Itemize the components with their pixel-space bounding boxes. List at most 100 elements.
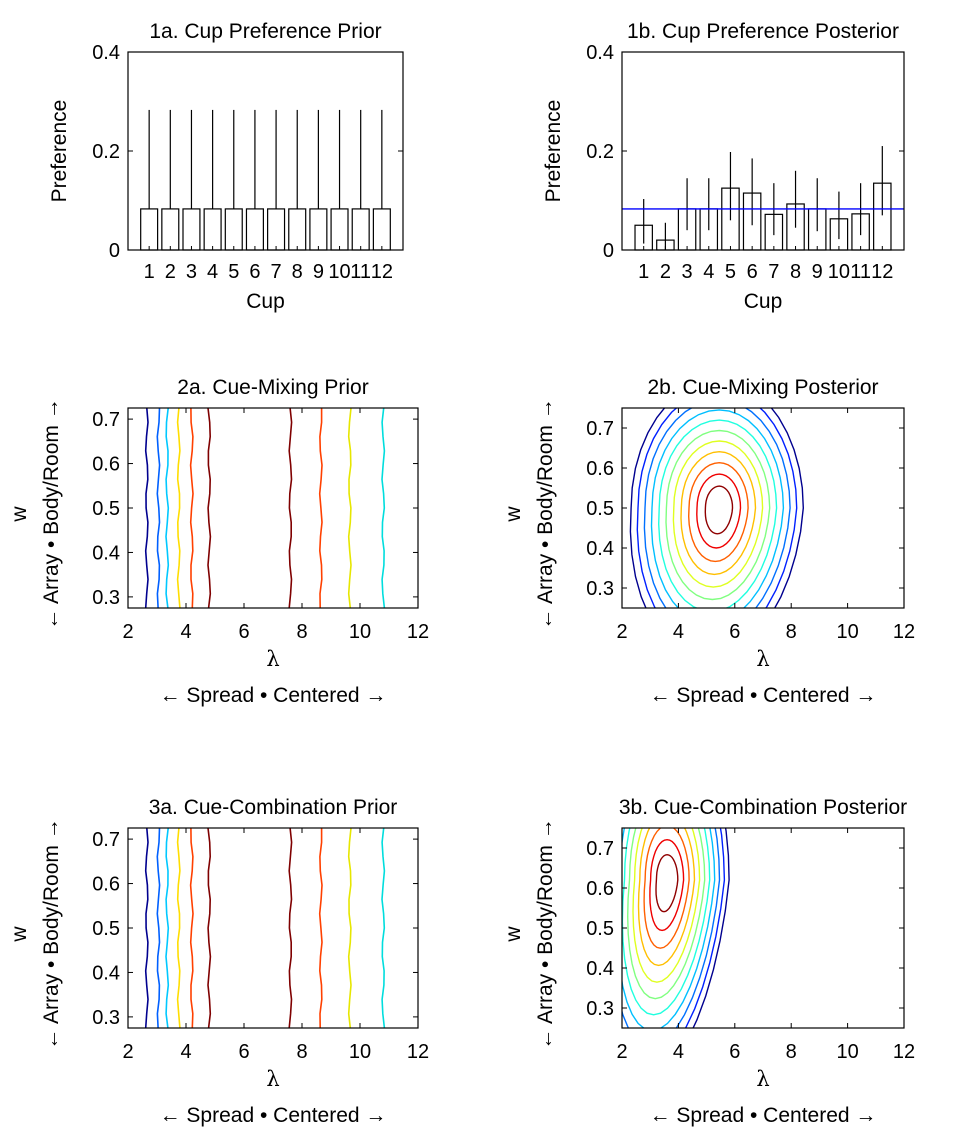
x-tick-label: 2 xyxy=(616,621,627,643)
contour-level-6 xyxy=(626,828,706,1000)
y-tick-label: 0.5 xyxy=(92,918,120,940)
x-tick-label: 10 xyxy=(836,1041,858,1063)
y-axis-label: Preference xyxy=(48,100,71,203)
y-axis-label: Preference xyxy=(542,100,565,203)
x-tick-label: 2 xyxy=(122,1041,133,1063)
contour-level-5 xyxy=(189,408,194,608)
bar-cup-7 xyxy=(267,208,286,251)
contour-level-9 xyxy=(347,408,352,608)
y-tick-label: 0.6 xyxy=(586,458,614,480)
x-tick-label: 8 xyxy=(786,621,797,643)
x-axis-label: λ xyxy=(266,1067,279,1091)
bar-cup-1 xyxy=(140,208,159,251)
contour-level-4 xyxy=(176,828,181,1028)
x-tick-label: 3 xyxy=(682,261,693,283)
y-tick-label: 0.4 xyxy=(92,42,120,64)
x-tick-label: 9 xyxy=(313,261,324,283)
x-tick-label: 8 xyxy=(786,1041,797,1063)
x-tick-label: 6 xyxy=(238,621,249,643)
x-tick-label: 7 xyxy=(271,261,282,283)
x-tick-label: 11 xyxy=(850,261,871,283)
bar-cup-5 xyxy=(224,208,243,251)
x-tick-label: 6 xyxy=(249,261,260,283)
y-tick-label: 0.7 xyxy=(586,838,614,860)
y-axis-sublabel: ← Array • Body/Room → xyxy=(534,818,557,1049)
contour-level-1 xyxy=(629,408,805,608)
bar-cup-11 xyxy=(351,208,370,251)
axes-box xyxy=(621,827,905,1029)
y-tick-label: 0.5 xyxy=(92,498,120,520)
y-tick-label: 0.3 xyxy=(586,998,614,1020)
y-axis-label: w xyxy=(8,926,31,943)
contour-level-7 xyxy=(632,828,701,983)
y-tick-label: 0 xyxy=(109,240,120,262)
contour-level-7 xyxy=(288,408,293,608)
contour-level-1 xyxy=(144,408,149,608)
y-tick-label: 0.4 xyxy=(586,538,614,560)
x-tick-label: 6 xyxy=(729,621,740,643)
y-tick-label: 0.3 xyxy=(586,578,614,600)
y-axis-label: w xyxy=(502,506,525,523)
y-tick-label: 0.6 xyxy=(92,874,120,896)
y-tick-label: 0.7 xyxy=(92,409,120,431)
bar-cup-8 xyxy=(288,208,307,251)
contour-level-9 xyxy=(687,461,749,563)
contour-level-4 xyxy=(650,409,785,608)
contour-level-8 xyxy=(318,828,323,1028)
x-tick-label: 2 xyxy=(660,261,671,283)
x-axis-sublabel: ← Spread • Centered → xyxy=(650,684,877,707)
contour-level-2 xyxy=(636,408,798,608)
x-tick-label: 5 xyxy=(228,261,239,283)
y-tick-label: 0.7 xyxy=(586,418,614,440)
y-tick-label: 0.6 xyxy=(586,878,614,900)
contour-level-7 xyxy=(288,828,293,1028)
contour-level-4 xyxy=(176,408,181,608)
bar-cup-4 xyxy=(203,208,222,251)
panel-title: 3b. Cue-Combination Posterior xyxy=(619,796,907,819)
x-tick-label: 8 xyxy=(790,261,801,283)
panel-title: 2b. Cue-Mixing Posterior xyxy=(647,376,878,399)
contour-level-2 xyxy=(156,408,161,608)
y-axis-label: w xyxy=(8,506,31,523)
y-tick-label: 0.3 xyxy=(92,1007,120,1029)
y-tick-label: 0.2 xyxy=(586,141,614,163)
axes-box xyxy=(127,827,419,1029)
contour-level-7 xyxy=(672,440,764,588)
bar-cup-10 xyxy=(330,208,349,251)
panel-title: 3a. Cue-Combination Prior xyxy=(149,796,398,819)
contour-level-5 xyxy=(657,419,778,608)
y-axis-sublabel: ← Array • Body/Room → xyxy=(40,398,63,629)
contour-level-11 xyxy=(655,853,679,913)
x-tick-label: 2 xyxy=(165,261,176,283)
x-tick-label: 6 xyxy=(729,1041,740,1063)
x-tick-label: 9 xyxy=(812,261,823,283)
contour-level-11 xyxy=(704,485,734,535)
x-tick-label: 10 xyxy=(349,621,371,643)
contour-level-8 xyxy=(637,828,696,967)
y-tick-label: 0.4 xyxy=(92,542,120,564)
x-axis-label: λ xyxy=(756,1067,769,1091)
x-tick-label: 5 xyxy=(725,261,736,283)
x-tick-label: 4 xyxy=(180,1041,191,1063)
contour-level-3 xyxy=(165,828,170,1028)
x-tick-label: 4 xyxy=(180,621,191,643)
contour-level-2 xyxy=(156,828,161,1028)
x-tick-label: 11 xyxy=(350,261,371,283)
x-axis-label: λ xyxy=(266,647,279,671)
panel-title: 1a. Cup Preference Prior xyxy=(149,20,381,43)
contour-level-3 xyxy=(643,408,791,608)
contour-level-10 xyxy=(696,473,742,549)
bar-cup-6 xyxy=(245,208,264,251)
y-tick-label: 0.4 xyxy=(92,962,120,984)
x-axis-label: Cup xyxy=(744,290,783,313)
axes-box xyxy=(127,407,419,609)
x-axis-sublabel: ← Spread • Centered → xyxy=(160,1104,387,1127)
y-tick-label: 0.5 xyxy=(586,918,614,940)
x-tick-label: 1 xyxy=(638,261,649,283)
y-tick-label: 0.4 xyxy=(586,958,614,980)
x-axis-sublabel: ← Spread • Centered → xyxy=(160,684,387,707)
bar-cup-3 xyxy=(182,208,201,251)
panel-title: 2a. Cue-Mixing Prior xyxy=(177,376,368,399)
